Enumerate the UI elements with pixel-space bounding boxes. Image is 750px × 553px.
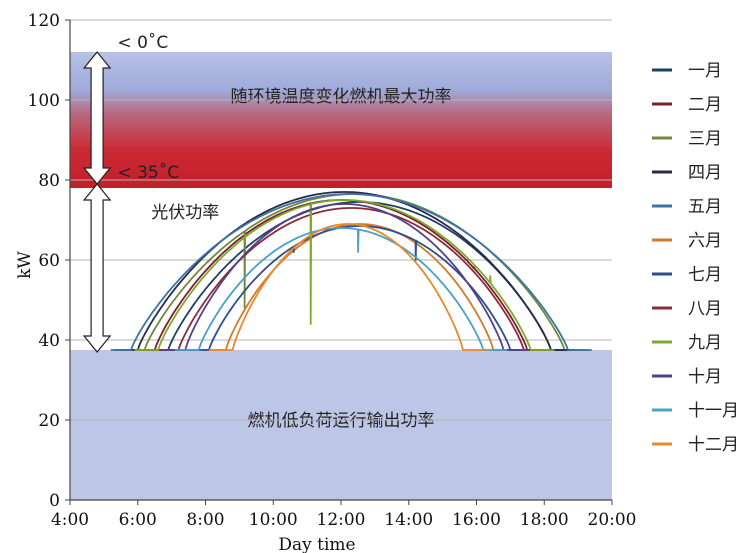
annotation-label: 光伏功率 xyxy=(151,203,219,223)
x-tick-label: 14:00 xyxy=(384,510,433,530)
y-tick-label: 0 xyxy=(49,491,60,511)
y-tick-label: 20 xyxy=(38,411,60,431)
x-tick-label: 12:00 xyxy=(317,510,366,530)
legend-label: 二月 xyxy=(688,95,722,115)
axes-layer: 0 20 40 60 80 100 120 4:00 6:00 8:00 10:00 12:00 14:… xyxy=(28,11,637,530)
annotation-label: < 35˚C xyxy=(117,162,179,183)
band-label-max: 随环境温度变化燃机最大功率 xyxy=(231,87,452,107)
y-tick-label: 80 xyxy=(38,171,60,191)
series-layer xyxy=(110,191,592,351)
x-tick-label: 4:00 xyxy=(51,510,89,530)
double-arrow-2 xyxy=(82,183,112,353)
y-tick-label: 40 xyxy=(38,331,60,351)
legend-label: 十月 xyxy=(688,367,722,387)
x-tick-label: 20:00 xyxy=(588,510,637,530)
series-line-10 xyxy=(161,203,528,351)
x-tick-label: 18:00 xyxy=(520,510,569,530)
series-line-6 xyxy=(202,223,518,351)
legend-label: 七月 xyxy=(688,265,722,285)
legend-label: 十一月 xyxy=(688,401,739,421)
legend-label: 三月 xyxy=(688,129,722,149)
y-tick-label: 100 xyxy=(28,91,60,111)
series-line-5 xyxy=(110,193,592,351)
x-tick-label: 6:00 xyxy=(119,510,157,530)
series-line-11 xyxy=(175,227,507,351)
y-tick-label: 120 xyxy=(28,11,60,31)
series-line-8 xyxy=(154,207,548,351)
legend-label: 一月 xyxy=(688,61,722,81)
annotation-label: < 0˚C xyxy=(117,32,168,53)
legend-label: 五月 xyxy=(688,197,722,217)
band-max xyxy=(70,52,612,188)
series-line-4 xyxy=(114,191,575,351)
anno-layer: < 0˚C < 35˚C 光伏功率 xyxy=(82,32,219,353)
series-line-9 xyxy=(134,199,555,351)
legend-label: 八月 xyxy=(688,299,722,319)
y-tick-label: 60 xyxy=(38,251,60,271)
x-tick-label: 8:00 xyxy=(186,510,224,530)
legend-label: 十二月 xyxy=(688,435,739,455)
band-low xyxy=(70,350,612,500)
grid-layer xyxy=(70,19,612,421)
legend-label: 九月 xyxy=(688,333,722,353)
legend-label: 六月 xyxy=(688,231,722,251)
legend-label: 四月 xyxy=(688,163,722,183)
x-tick-label: 16:00 xyxy=(452,510,501,530)
series-line-12 xyxy=(208,223,487,351)
band-label-low: 燃机低负荷运行输出功率 xyxy=(248,411,435,431)
y-axis-title: kW xyxy=(15,251,35,279)
x-axis-title: Day time xyxy=(278,535,355,553)
x-tick-label: 10:00 xyxy=(249,510,298,530)
